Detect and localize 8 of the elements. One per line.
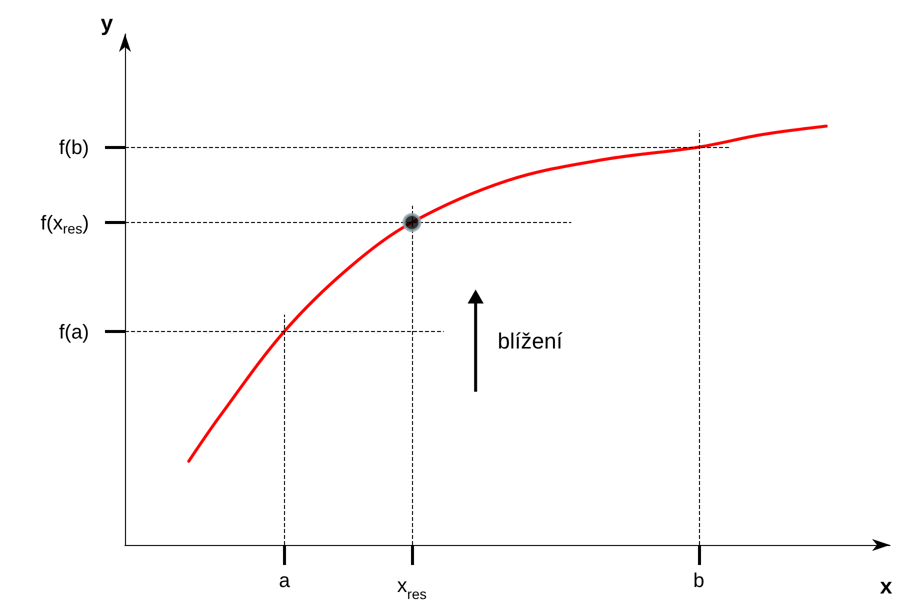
y-axis-title: y bbox=[100, 10, 114, 36]
ref-line-label: f(x$_{res}$) bbox=[40, 212, 89, 237]
x-axis-title: x bbox=[880, 574, 893, 598]
annotation: blížení bbox=[498, 328, 562, 354]
x-tick-label: b bbox=[693, 570, 704, 592]
x-tick-label: a bbox=[278, 570, 291, 592]
ref-line-label: f(a) bbox=[59, 321, 89, 344]
ref-line-label: f(b) bbox=[59, 137, 89, 160]
